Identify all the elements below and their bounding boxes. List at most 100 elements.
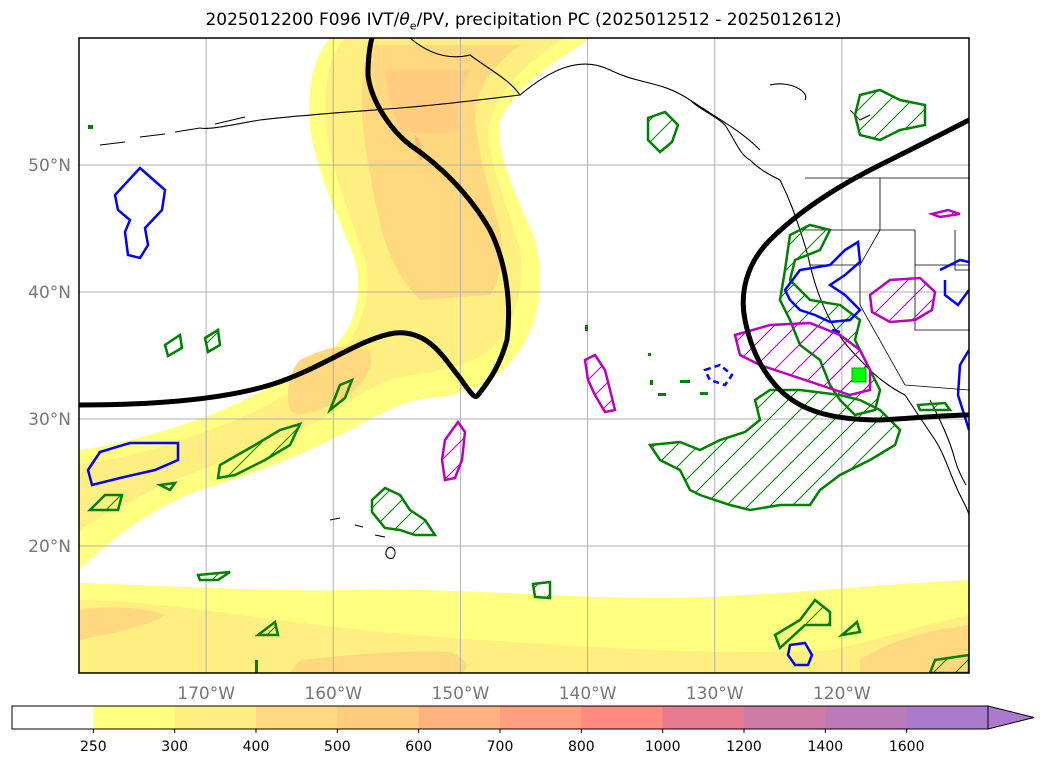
ivt-shading [79, 38, 590, 570]
colorbar-segment [93, 706, 176, 729]
title-prefix: 2025012200 F096 IVT/ [205, 10, 400, 30]
precip-south-1 [254, 619, 280, 637]
magenta-mid-2 [440, 419, 467, 482]
lat-label: 20°N [28, 537, 71, 557]
colorbar-segment [418, 706, 501, 729]
colorbar-segment [744, 706, 826, 729]
lon-label: 150°W [432, 684, 490, 704]
precip-speck [700, 392, 708, 395]
magenta-nevada [927, 208, 961, 219]
ivt-core-500 [385, 70, 470, 134]
lon-label: 170°W [177, 684, 235, 704]
theta-e-contours [79, 38, 969, 423]
title-suffix: /PV, precipitation PC (2025012512 - 2025… [416, 10, 842, 30]
precip-main [647, 388, 902, 512]
map-frame [78, 37, 970, 674]
ivt-south-400a [79, 607, 165, 640]
ivt-south-400c [290, 651, 467, 673]
colorbar-label: 500 [324, 739, 351, 755]
longitude-labels: 170°W 160°W 150°W 140°W 130°W 120°W [177, 684, 871, 704]
lon-label: 120°W [813, 684, 871, 704]
blue-east [939, 258, 969, 307]
ivt-south-300 [79, 600, 969, 673]
colorbar-label: 800 [568, 739, 595, 755]
lon-label: 140°W [559, 684, 617, 704]
colorbar-segment [12, 706, 94, 729]
precip-specks [88, 125, 708, 673]
ivt-southern-band [79, 580, 969, 673]
blue-contours [86, 166, 969, 667]
precip-speck [585, 325, 588, 331]
coast-aleutians [99, 116, 246, 146]
magenta-mid-1 [583, 353, 617, 414]
blue-south [786, 641, 814, 667]
colorbar-label: 600 [405, 739, 432, 755]
precip-hawaii [370, 486, 438, 537]
colorbar-label: 250 [80, 739, 107, 755]
colorbar-segment [174, 706, 257, 729]
coast-alaska-panhandle [689, 99, 781, 181]
figure-title: 2025012200 F096 IVT/θe/PV, precipitation… [0, 10, 1047, 32]
blue-baja [956, 349, 969, 431]
blue-dashed [703, 363, 734, 387]
theta-e-main [79, 38, 512, 408]
colorbar-segment [500, 706, 582, 729]
latitude-labels: 20°N 30°N 40°N 50°N [28, 156, 71, 557]
precip-speck [648, 353, 651, 356]
precip-speck [658, 393, 666, 396]
coast-alaska [199, 38, 761, 151]
lon-label: 130°W [686, 684, 744, 704]
colorbar-segment [581, 706, 664, 729]
colorbar-label: 400 [243, 739, 270, 755]
precip-west-4 [216, 421, 303, 480]
colorbar-label: 1400 [808, 739, 844, 755]
precip-west-5 [86, 493, 124, 512]
precip-west-3 [327, 377, 355, 414]
map-area [79, 38, 969, 673]
precip-baja [916, 401, 953, 412]
colorbar-label: 1000 [645, 739, 681, 755]
lon-label: 160°W [304, 684, 362, 704]
precip-west-6 [155, 481, 178, 492]
title-theta-sub: e [409, 19, 417, 33]
colorbar-segment [662, 706, 745, 729]
lat-label: 40°N [28, 283, 71, 303]
precip-speck [255, 660, 258, 673]
precip-speck [88, 125, 93, 129]
colorbar-label: 1600 [889, 739, 925, 755]
precip-speck [650, 380, 653, 385]
precip-west-7 [196, 570, 231, 582]
lat-label: 30°N [28, 410, 71, 430]
colorbar: 250 300 400 500 600 700 800 1000 1200 1400 1600 [11, 705, 1035, 755]
precip-south-3 [773, 598, 832, 651]
precip-west-2 [203, 327, 222, 354]
precip-bc [853, 88, 927, 142]
magenta-east [868, 276, 937, 324]
precip-gulf-ak [646, 110, 680, 154]
lat-label: 50°N [28, 156, 71, 176]
colorbar-segment [256, 706, 338, 729]
precip-southeast [928, 653, 969, 673]
precip-speck [680, 380, 690, 383]
colorbar-segment [825, 706, 908, 729]
ivt-plume-400-b [288, 346, 371, 415]
precip-south-4 [837, 619, 862, 637]
precip-south-2 [531, 580, 552, 600]
colorbar-segment [906, 706, 989, 729]
colorbar-label: 300 [161, 739, 188, 755]
coast-hawaii [329, 517, 396, 559]
colorbar-extend-arrow [987, 705, 1035, 730]
blue-northwest [113, 166, 167, 260]
location-marker [851, 367, 867, 383]
blue-california [783, 239, 862, 324]
title-theta: θ [399, 10, 410, 30]
colorbar-label: 700 [487, 739, 514, 755]
magenta-contours [440, 208, 961, 482]
theta-e-east [740, 117, 969, 423]
blue-west [86, 441, 180, 487]
colorbar-segment [337, 706, 420, 729]
blue-speck [831, 328, 841, 334]
colorbar-label: 1200 [726, 739, 762, 755]
precip-west-1 [163, 332, 184, 358]
